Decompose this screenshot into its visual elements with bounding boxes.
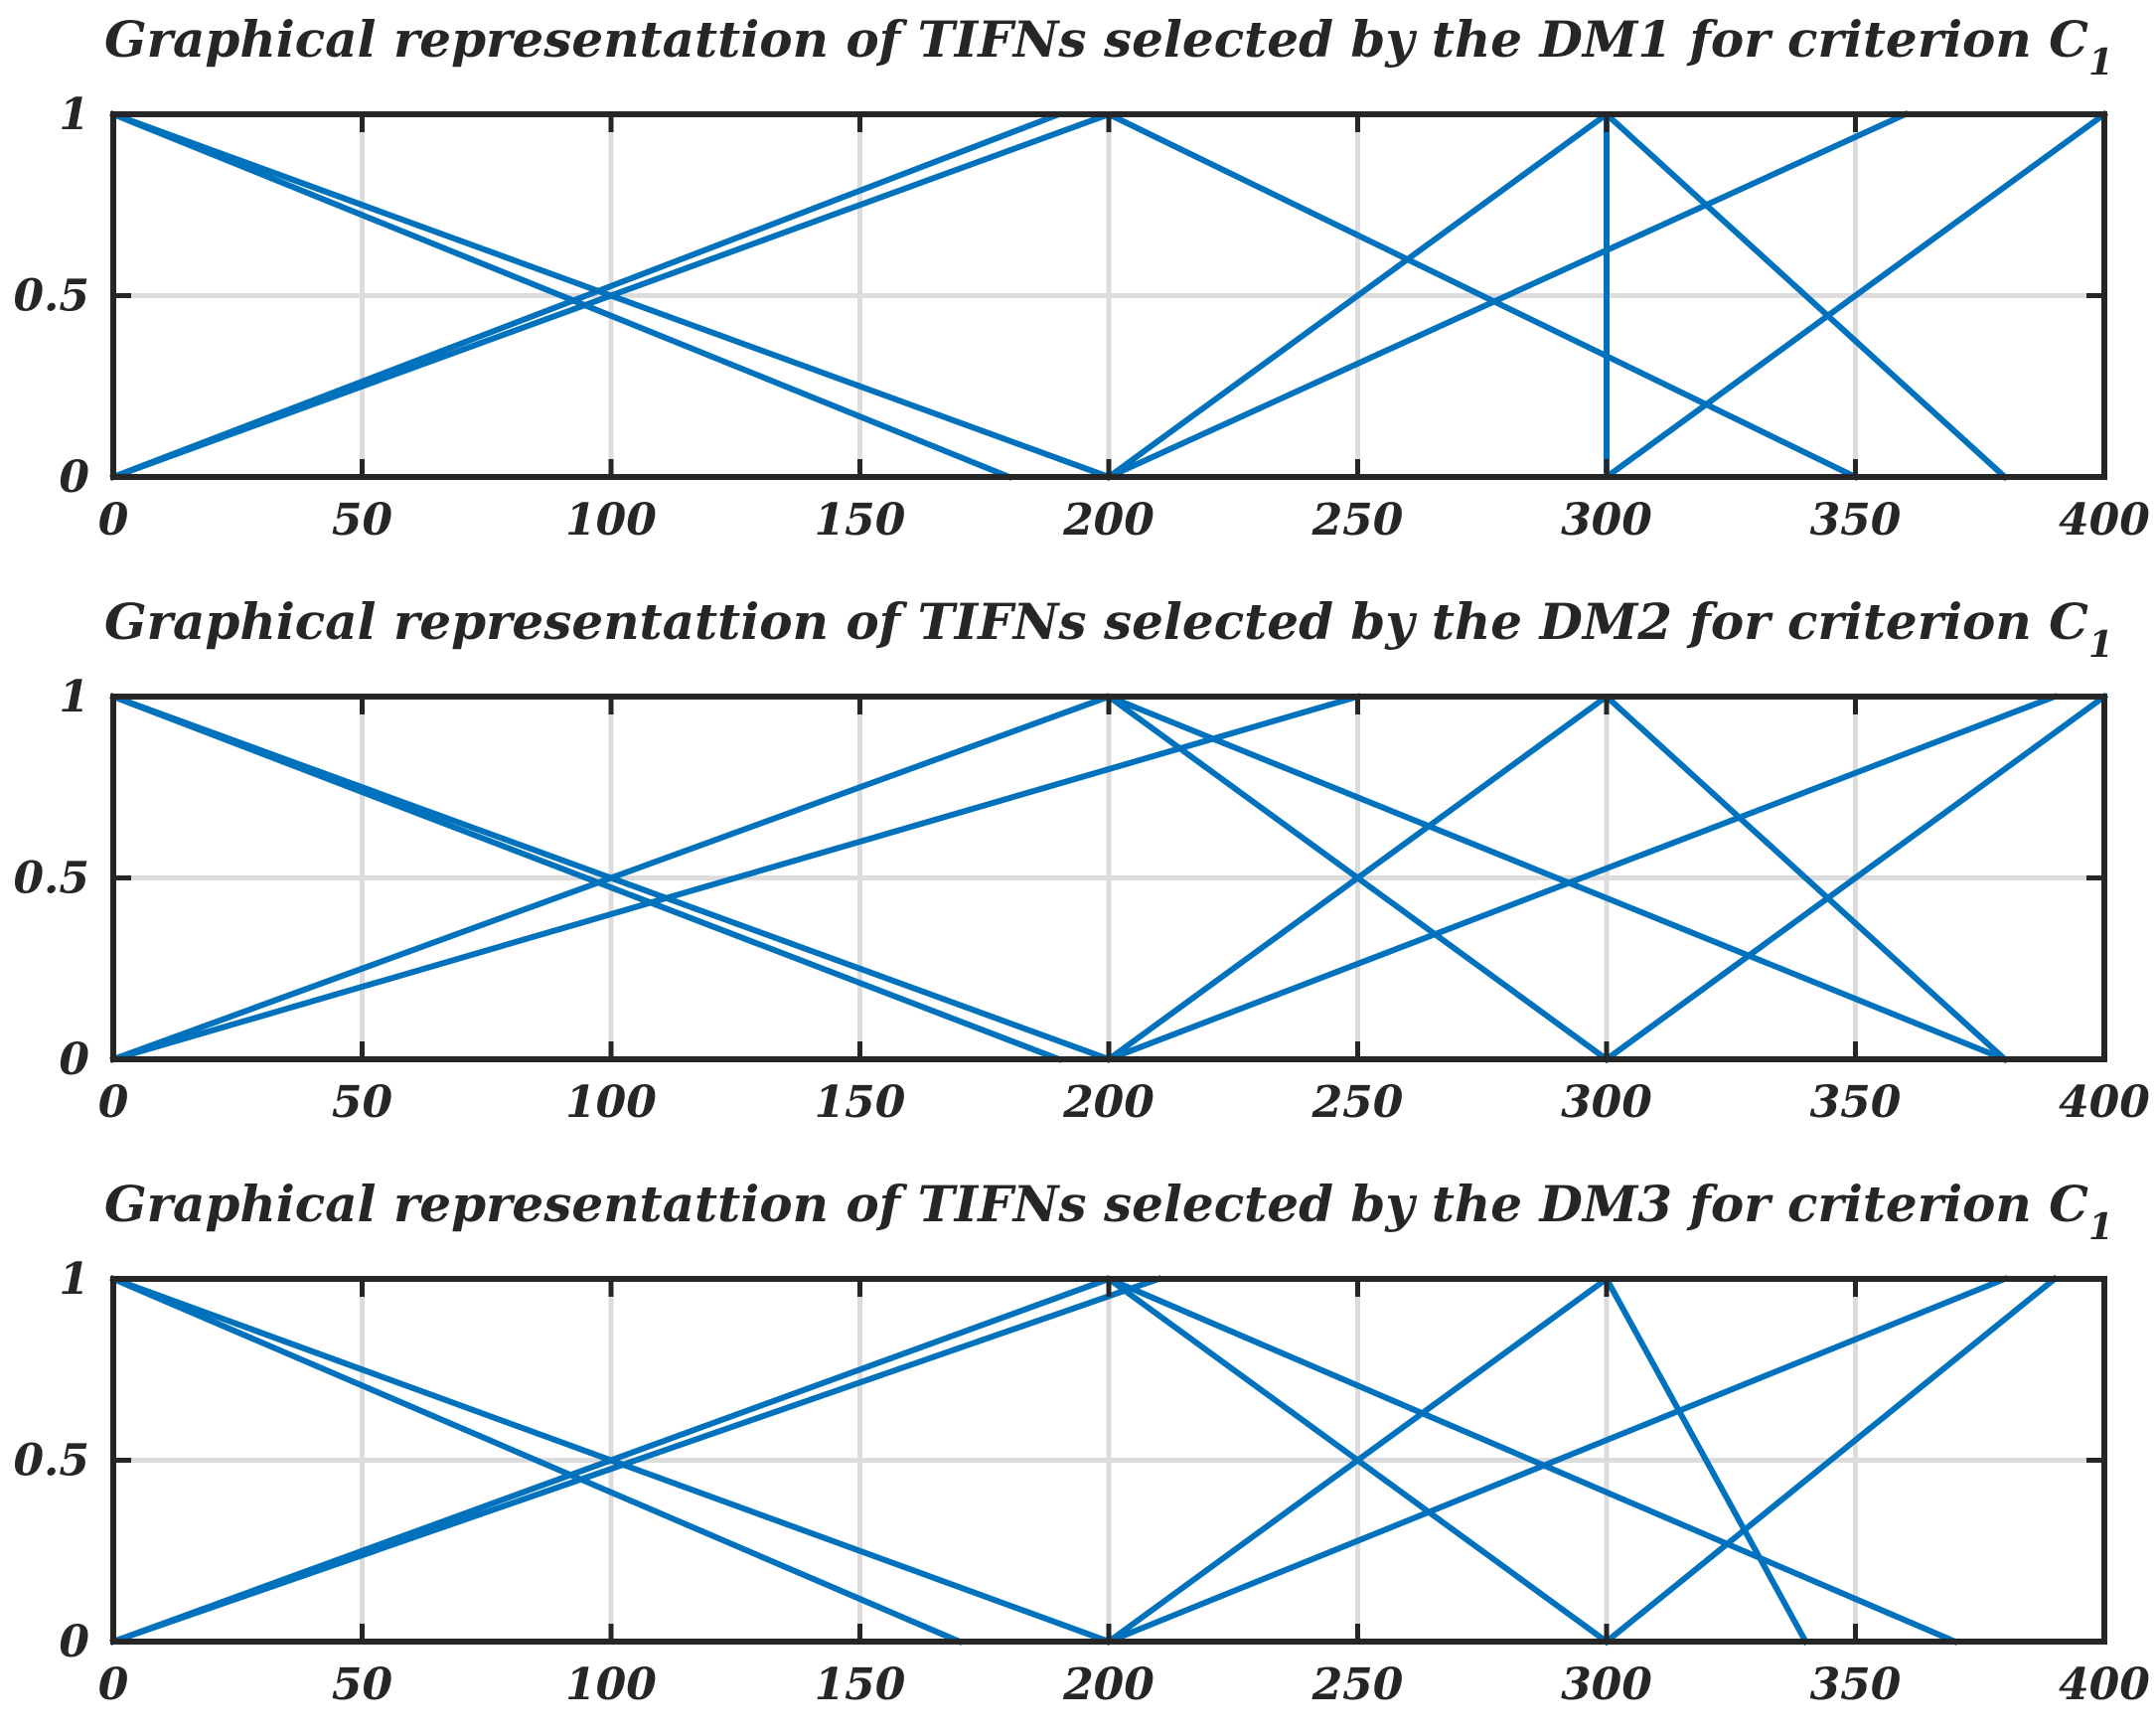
chart-panel-2: Graphical representattion of TIFNs selec… xyxy=(13,592,2150,1128)
chart-title: Graphical representattion of TIFNs selec… xyxy=(104,592,2113,666)
chart-title-text: Graphical representattion of TIFNs selec… xyxy=(104,592,2088,651)
x-tick-label: 300 xyxy=(1561,495,1652,546)
chart-panel-3: Graphical representattion of TIFNs selec… xyxy=(13,1175,2150,1710)
x-tick-label: 150 xyxy=(815,495,906,546)
x-tick-label: 300 xyxy=(1561,1077,1652,1128)
x-tick-label: 50 xyxy=(332,1659,393,1710)
y-tick-label: 1 xyxy=(59,1254,89,1305)
y-tick-label: 0.5 xyxy=(13,1436,89,1487)
y-tick-label: 0 xyxy=(59,452,89,503)
series-line-2 xyxy=(109,1275,1162,1646)
series-line-6 xyxy=(109,1275,964,1646)
y-tick-label: 0 xyxy=(59,1617,89,1667)
series-line-3 xyxy=(1104,109,2109,482)
chart-title: Graphical representattion of TIFNs selec… xyxy=(104,10,2113,83)
x-tick-label: 50 xyxy=(332,495,393,546)
x-tick-label: 100 xyxy=(565,1659,657,1710)
x-tick-label: 50 xyxy=(332,1077,393,1128)
x-tick-label: 250 xyxy=(1311,1659,1404,1710)
y-tick-label: 1 xyxy=(59,672,89,722)
chart-title-text: Graphical representattion of TIFNs selec… xyxy=(104,1175,2088,1233)
x-tick-label: 400 xyxy=(2059,495,2150,546)
y-tick-label: 0.5 xyxy=(13,854,89,904)
x-tick-label: 100 xyxy=(565,1077,657,1128)
x-tick-label: 250 xyxy=(1311,495,1404,546)
x-tick-label: 0 xyxy=(98,1077,129,1128)
y-tick-label: 0.5 xyxy=(13,271,89,322)
chart-panels: Graphical representattion of TIFNs selec… xyxy=(13,10,2150,1710)
series-line-5 xyxy=(1602,692,2109,1064)
chart-title-subscript: 1 xyxy=(2088,1206,2113,1248)
y-tick-label: 0 xyxy=(59,1034,89,1085)
x-tick-label: 250 xyxy=(1311,1077,1404,1128)
x-tick-label: 300 xyxy=(1561,1659,1652,1710)
x-tick-label: 350 xyxy=(1810,495,1902,546)
x-tick-label: 0 xyxy=(98,495,129,546)
chart-title-subscript: 1 xyxy=(2088,624,2113,666)
x-tick-label: 350 xyxy=(1810,1077,1902,1128)
chart-panel-1: Graphical representattion of TIFNs selec… xyxy=(13,10,2150,546)
chart-title-subscript: 1 xyxy=(2088,42,2113,83)
series-line-2 xyxy=(109,693,1362,1063)
x-tick-label: 0 xyxy=(98,1659,129,1710)
series-line-3 xyxy=(1105,693,2009,1063)
series-line-5 xyxy=(1602,1274,2060,1647)
x-tick-label: 400 xyxy=(2059,1077,2150,1128)
x-tick-label: 100 xyxy=(565,495,657,546)
x-tick-label: 350 xyxy=(1810,1659,1902,1710)
x-tick-label: 150 xyxy=(815,1077,906,1128)
x-tick-label: 200 xyxy=(1062,1659,1155,1710)
x-tick-label: 150 xyxy=(815,1659,906,1710)
series-line-3 xyxy=(1105,1275,1959,1646)
y-tick-label: 1 xyxy=(59,89,89,140)
x-tick-label: 200 xyxy=(1062,495,1155,546)
x-tick-label: 400 xyxy=(2059,1659,2150,1710)
x-tick-label: 200 xyxy=(1062,1077,1155,1128)
series-line-4 xyxy=(109,110,1013,481)
chart-title: Graphical representattion of TIFNs selec… xyxy=(104,1175,2113,1248)
chart-title-text: Graphical representattion of TIFNs selec… xyxy=(104,10,2088,69)
